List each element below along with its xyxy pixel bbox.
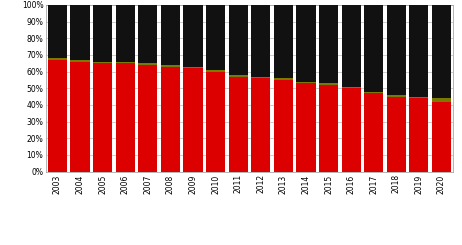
Bar xyxy=(296,5,316,82)
Bar xyxy=(48,60,67,172)
Bar xyxy=(341,5,361,86)
Bar xyxy=(387,5,406,95)
Bar xyxy=(387,97,406,172)
Bar xyxy=(432,98,451,101)
Bar xyxy=(229,75,248,76)
Bar xyxy=(116,63,135,172)
Bar xyxy=(387,95,406,97)
Bar xyxy=(319,85,338,172)
Bar xyxy=(206,72,225,172)
Bar xyxy=(116,61,135,63)
Bar xyxy=(341,88,361,172)
Bar xyxy=(341,86,361,88)
Bar xyxy=(161,65,180,67)
Bar xyxy=(71,61,90,172)
Bar xyxy=(206,5,225,70)
Bar xyxy=(93,5,112,61)
Bar xyxy=(161,5,180,65)
Bar xyxy=(274,78,293,80)
Bar xyxy=(409,97,428,98)
Bar xyxy=(319,83,338,85)
Bar xyxy=(251,78,270,172)
Bar xyxy=(251,76,270,78)
Bar xyxy=(364,5,383,92)
Bar xyxy=(93,61,112,63)
Bar xyxy=(319,5,338,83)
Bar xyxy=(364,93,383,172)
Bar xyxy=(138,63,158,65)
Bar xyxy=(183,67,203,68)
Bar xyxy=(251,5,270,76)
Bar xyxy=(274,5,293,78)
Bar xyxy=(48,58,67,60)
Bar xyxy=(116,5,135,61)
Bar xyxy=(229,76,248,172)
Bar xyxy=(183,68,203,172)
Bar xyxy=(138,5,158,63)
Bar xyxy=(161,67,180,172)
Bar xyxy=(229,5,248,75)
Bar xyxy=(93,63,112,172)
Bar xyxy=(432,101,451,172)
Bar xyxy=(48,5,67,58)
Bar xyxy=(432,5,451,98)
Bar xyxy=(206,70,225,72)
Bar xyxy=(138,65,158,172)
Bar xyxy=(71,5,90,60)
Bar xyxy=(274,80,293,172)
Bar xyxy=(296,82,316,83)
Bar xyxy=(409,98,428,172)
Bar xyxy=(409,5,428,97)
Bar xyxy=(71,60,90,61)
Bar xyxy=(364,92,383,93)
Bar xyxy=(296,83,316,172)
Bar xyxy=(183,5,203,67)
